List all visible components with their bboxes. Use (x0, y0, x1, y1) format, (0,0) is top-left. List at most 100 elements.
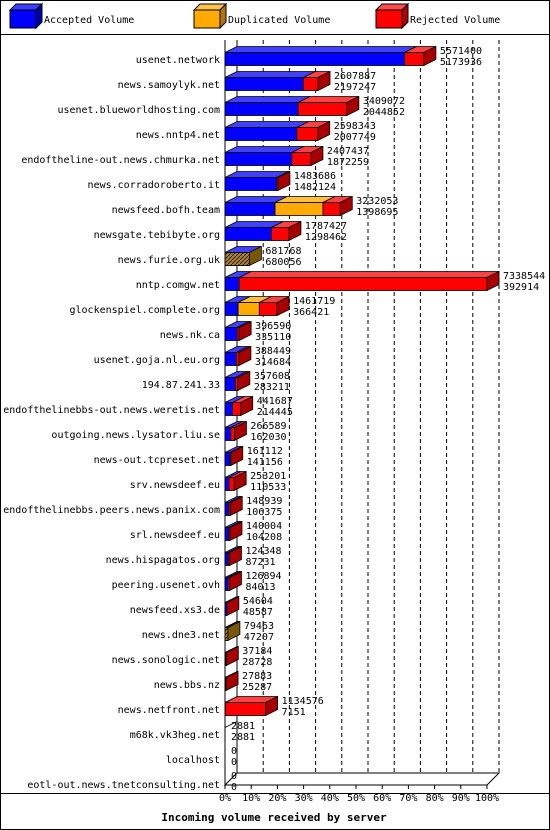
bar-side (226, 595, 240, 617)
bar-group (224, 370, 251, 392)
bar-side (238, 320, 252, 342)
value-accepted: 2197247 (334, 82, 376, 93)
bar-accepted-top (224, 146, 304, 153)
value-accepted: 7151 (282, 707, 306, 718)
value-total: 266589 (250, 421, 286, 432)
bar-side (240, 395, 254, 417)
legend-label-rejected: Rejected Volume (410, 15, 500, 26)
bar-accepted (224, 77, 304, 91)
server-name: nntp.comgw.net (136, 280, 220, 291)
value-accepted: 47207 (244, 632, 274, 643)
legend-swatch-rejected (375, 9, 403, 29)
value-total: 3232053 (356, 196, 398, 207)
server-name: peering.usenet.ovh (112, 580, 220, 591)
x-axis-title: Incoming volume received by server (161, 811, 387, 824)
value-accepted: 214445 (257, 407, 293, 418)
bar-accepted (224, 452, 231, 466)
value-accepted: 1298462 (305, 232, 347, 243)
value-total: 27883 (242, 671, 272, 682)
value-total: 1461719 (293, 296, 335, 307)
bar-side (230, 445, 244, 467)
bar-group (224, 245, 262, 267)
value-total: 2598343 (334, 121, 376, 132)
server-name: news.nk.ca (160, 330, 220, 341)
value-total: 37184 (242, 646, 272, 657)
server-name: newsfeed.bofh.team (112, 205, 220, 216)
bar-rejected (322, 202, 341, 216)
legend-swatch-accepted (9, 9, 37, 29)
server-name: usenet.blueworldhosting.com (57, 105, 220, 116)
bar-accepted (224, 527, 230, 541)
bar-side (229, 545, 242, 567)
legend: Accepted Volume Duplicated Volume Reject… (8, 2, 500, 30)
bar-accepted (224, 52, 405, 66)
value-accepted: 0 (231, 782, 237, 793)
bar-group (224, 620, 241, 642)
bar-group (224, 445, 244, 467)
value-accepted: 5173936 (440, 57, 482, 68)
value-accepted: 104208 (246, 532, 282, 543)
bar-side (229, 495, 243, 517)
bar-rejected (270, 227, 290, 241)
value-accepted: 335110 (255, 332, 291, 343)
bar-group (224, 270, 500, 292)
server-name: news.bbs.nz (154, 680, 220, 691)
bar-group (224, 295, 290, 317)
bar-group (224, 545, 242, 567)
bar-accepted (224, 302, 239, 316)
value-total: 140004 (246, 521, 282, 532)
legend-swatch-duplicated-side (219, 2, 227, 30)
bar-group (224, 45, 437, 67)
bar-rejected (238, 277, 488, 291)
bar-group (224, 645, 239, 667)
server-name: news.netfront.net (118, 705, 220, 716)
value-accepted: 25287 (242, 682, 272, 693)
server-name: news.hispagatos.org (106, 555, 220, 566)
legend-swatch-rejected-side (401, 2, 409, 30)
bar-accepted-top (224, 121, 309, 128)
value-accepted: 48587 (243, 607, 273, 618)
value-accepted: 141156 (247, 457, 283, 468)
bar-accepted (224, 277, 240, 291)
legend-item-rejected: Rejected Volume (374, 2, 500, 30)
bar-group (224, 220, 302, 242)
server-name: news.furie.org.uk (118, 255, 220, 266)
server-name: endoftheline-out.news.chmurka.net (21, 155, 220, 166)
bar-accepted (224, 102, 299, 116)
value-total: 441687 (257, 396, 293, 407)
x-tick-label: 50% (347, 793, 365, 804)
bar-rejected (232, 402, 242, 416)
value-total: 148939 (246, 496, 282, 507)
server-name: newsfeed.xs3.de (130, 605, 220, 616)
legend-label-accepted: Accepted Volume (44, 15, 134, 26)
bar-group (224, 695, 279, 717)
value-accepted: 1482124 (294, 182, 336, 193)
value-total: 1134576 (282, 696, 324, 707)
value-accepted: 283211 (254, 382, 290, 393)
x-tick-label: 40% (321, 793, 339, 804)
x-tick-label: 80% (426, 793, 444, 804)
server-name: endofthelinebbs-out.news.weretis.net (3, 405, 220, 416)
x-tick-label: 100% (475, 793, 499, 804)
bar-rejected (258, 302, 278, 316)
bar-side (225, 645, 239, 667)
bar-rejected (296, 127, 319, 141)
server-name: srl.newsdeef.eu (130, 530, 220, 541)
bar-rejected (228, 477, 235, 491)
bar-side (229, 570, 242, 592)
value-total: 5571400 (440, 46, 482, 57)
bar-side (229, 520, 243, 542)
bar-accepted-top (224, 71, 316, 78)
legend-item-duplicated: Duplicated Volume (192, 2, 330, 30)
value-accepted: 2044852 (363, 107, 405, 118)
bar-rejected (291, 152, 312, 166)
bar-accepted (224, 227, 272, 241)
bar-group (224, 120, 331, 142)
x-axis: 0% 10% 20% 30% 40% 50% 60% 70% 80% 90% 100% (219, 785, 499, 804)
bar-group (224, 345, 252, 367)
bar-side (265, 695, 279, 717)
server-name: news.corradoroberto.it (88, 180, 220, 191)
value-total: 681768 (265, 246, 301, 257)
server-name: srv.newsdeef.eu (130, 480, 220, 491)
